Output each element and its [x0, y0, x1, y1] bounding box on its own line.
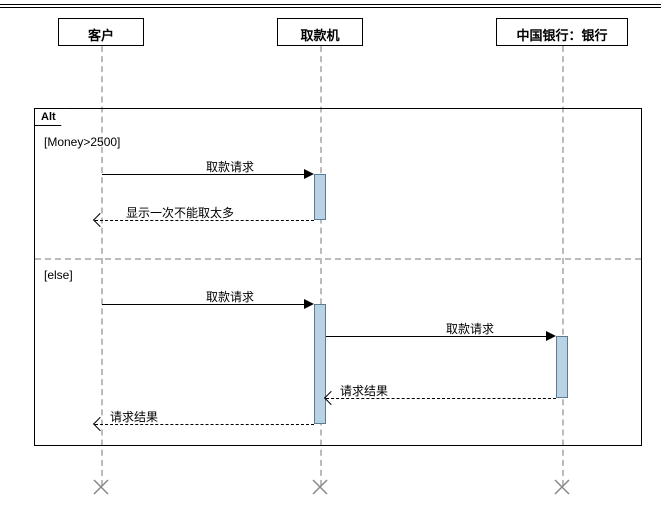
arrowhead-icon — [546, 331, 556, 341]
guard-else: [else] — [44, 268, 73, 282]
message-show-too-much — [95, 220, 314, 221]
message-withdraw-request-2 — [102, 304, 306, 305]
destroy-icon — [311, 478, 329, 496]
message-result-1 — [326, 398, 556, 399]
frame-operator-label: Alt — [34, 108, 66, 126]
alt-divider — [35, 258, 641, 260]
message-label: 取款请求 — [180, 288, 280, 305]
participant-label: 中国银行：银行 — [516, 28, 607, 43]
message-label: 取款请求 — [180, 158, 280, 175]
destroy-icon — [92, 478, 110, 496]
message-label: 显示一次不能取太多 — [100, 204, 260, 221]
message-withdraw-request-1 — [102, 174, 306, 175]
guard-money: [Money>2500] — [44, 135, 120, 149]
alt-frame: Alt — [34, 108, 642, 446]
message-label: 请求结果 — [110, 408, 210, 425]
participant-customer: 客户 — [58, 18, 144, 46]
activation-atm-2 — [314, 304, 326, 424]
participant-bank: 中国银行：银行 — [496, 18, 628, 46]
arrowhead-icon — [304, 299, 314, 309]
header-rule — [0, 4, 661, 8]
arrowhead-icon — [304, 169, 314, 179]
destroy-icon — [553, 478, 571, 496]
participant-label: 客户 — [88, 28, 114, 43]
activation-atm-1 — [314, 174, 326, 220]
message-label: 取款请求 — [420, 320, 520, 337]
participant-label: 取款机 — [300, 28, 339, 43]
message-result-2 — [95, 424, 314, 425]
message-withdraw-request-3 — [326, 336, 548, 337]
message-label: 请求结果 — [340, 382, 440, 399]
activation-bank-1 — [556, 336, 568, 398]
sequence-diagram: 客户 取款机 中国银行：银行 Alt [Money>2500] [else] 取… — [0, 0, 661, 516]
participant-atm: 取款机 — [277, 18, 363, 46]
